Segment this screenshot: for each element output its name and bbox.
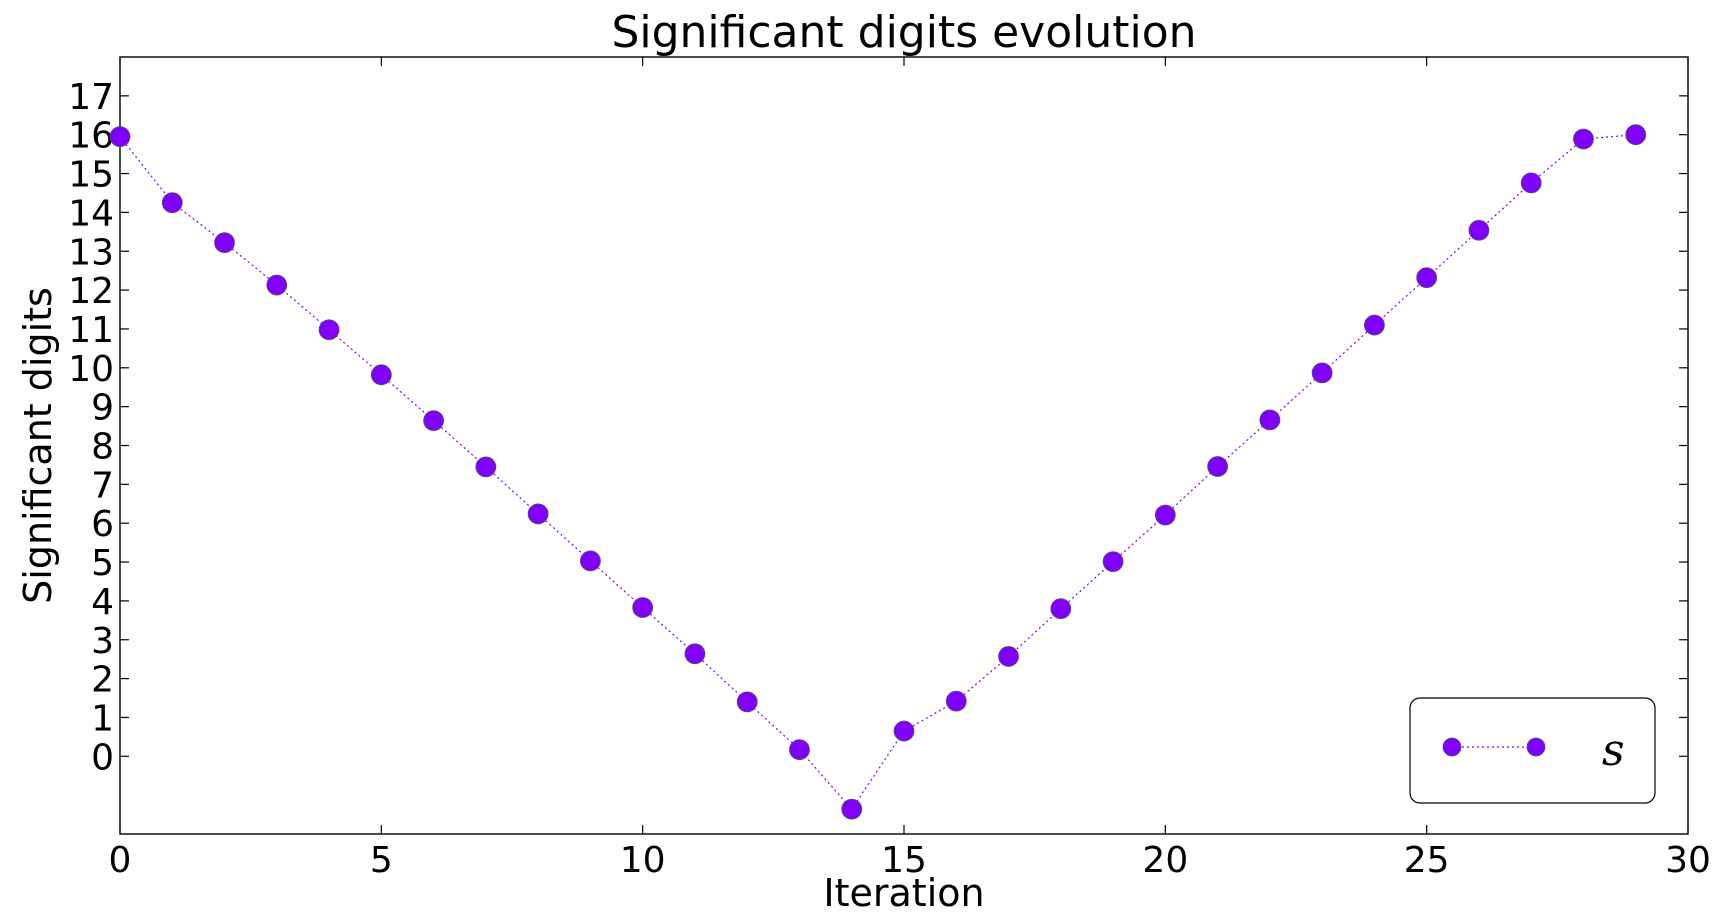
data-point xyxy=(475,456,497,478)
data-point xyxy=(998,646,1019,667)
y-tick-label: 2 xyxy=(91,660,114,701)
x-tick-label: 10 xyxy=(620,840,666,881)
data-point xyxy=(893,720,915,742)
y-tick-label: 17 xyxy=(68,77,114,118)
data-point xyxy=(841,798,863,820)
y-tick-label: 1 xyxy=(91,698,114,739)
legend-marker xyxy=(1526,737,1546,757)
series-line-layer xyxy=(119,134,1636,811)
data-point xyxy=(1520,172,1542,194)
x-tick-label: 0 xyxy=(109,840,132,881)
y-tick-label: 15 xyxy=(68,155,114,196)
data-point xyxy=(1416,267,1438,289)
x-tick-label: 20 xyxy=(1142,840,1188,881)
y-tick-label: 7 xyxy=(91,465,114,506)
y-tick-label: 6 xyxy=(91,504,114,545)
x-tick-label: 15 xyxy=(881,840,927,881)
data-point xyxy=(1102,551,1124,573)
y-tick-label: 9 xyxy=(91,388,114,429)
y-tick-label: 12 xyxy=(68,271,114,312)
legend: s xyxy=(1409,697,1656,804)
data-point xyxy=(1154,504,1176,526)
data-point xyxy=(370,364,392,386)
y-tick-label: 13 xyxy=(68,232,114,273)
data-point xyxy=(945,690,967,712)
data-point xyxy=(1468,219,1490,241)
y-tick-label: 4 xyxy=(91,582,114,623)
y-tick-label: 10 xyxy=(68,349,114,390)
data-point xyxy=(109,126,131,148)
data-point xyxy=(580,550,601,572)
data-point xyxy=(789,739,810,761)
y-tick-label: 8 xyxy=(91,427,114,468)
data-point xyxy=(736,691,758,713)
data-point xyxy=(632,597,654,618)
y-tick-label: 11 xyxy=(68,310,114,351)
x-axis-label: Iteration xyxy=(823,871,984,915)
series-line-s xyxy=(119,134,1636,811)
y-tick-label: 16 xyxy=(68,116,114,157)
legend-marker xyxy=(1442,737,1462,757)
data-point xyxy=(318,319,340,341)
data-point xyxy=(1259,409,1281,431)
x-tick-label: 5 xyxy=(370,840,393,881)
y-tick-label: 0 xyxy=(91,737,114,778)
y-axis-label: Significant digits xyxy=(16,287,60,604)
data-point xyxy=(161,192,183,214)
data-point xyxy=(1625,124,1647,146)
data-point xyxy=(266,274,288,296)
y-tick-label: 3 xyxy=(91,621,114,662)
x-tick-label: 25 xyxy=(1404,840,1450,881)
data-point xyxy=(527,503,549,525)
chart-title: Significant digits evolution xyxy=(611,7,1196,58)
x-tick-label: 30 xyxy=(1665,840,1711,881)
data-point xyxy=(1207,456,1228,477)
y-tick-label: 14 xyxy=(68,193,114,234)
data-point xyxy=(1311,362,1333,384)
data-point xyxy=(1364,314,1385,336)
data-point xyxy=(214,232,235,254)
legend-label-s: s xyxy=(1602,725,1625,776)
data-point xyxy=(1573,128,1594,150)
series-points-layer xyxy=(109,124,1647,820)
data-point xyxy=(684,643,706,665)
data-point xyxy=(1050,598,1072,620)
data-point xyxy=(423,410,445,432)
y-tick-label: 5 xyxy=(91,543,114,584)
